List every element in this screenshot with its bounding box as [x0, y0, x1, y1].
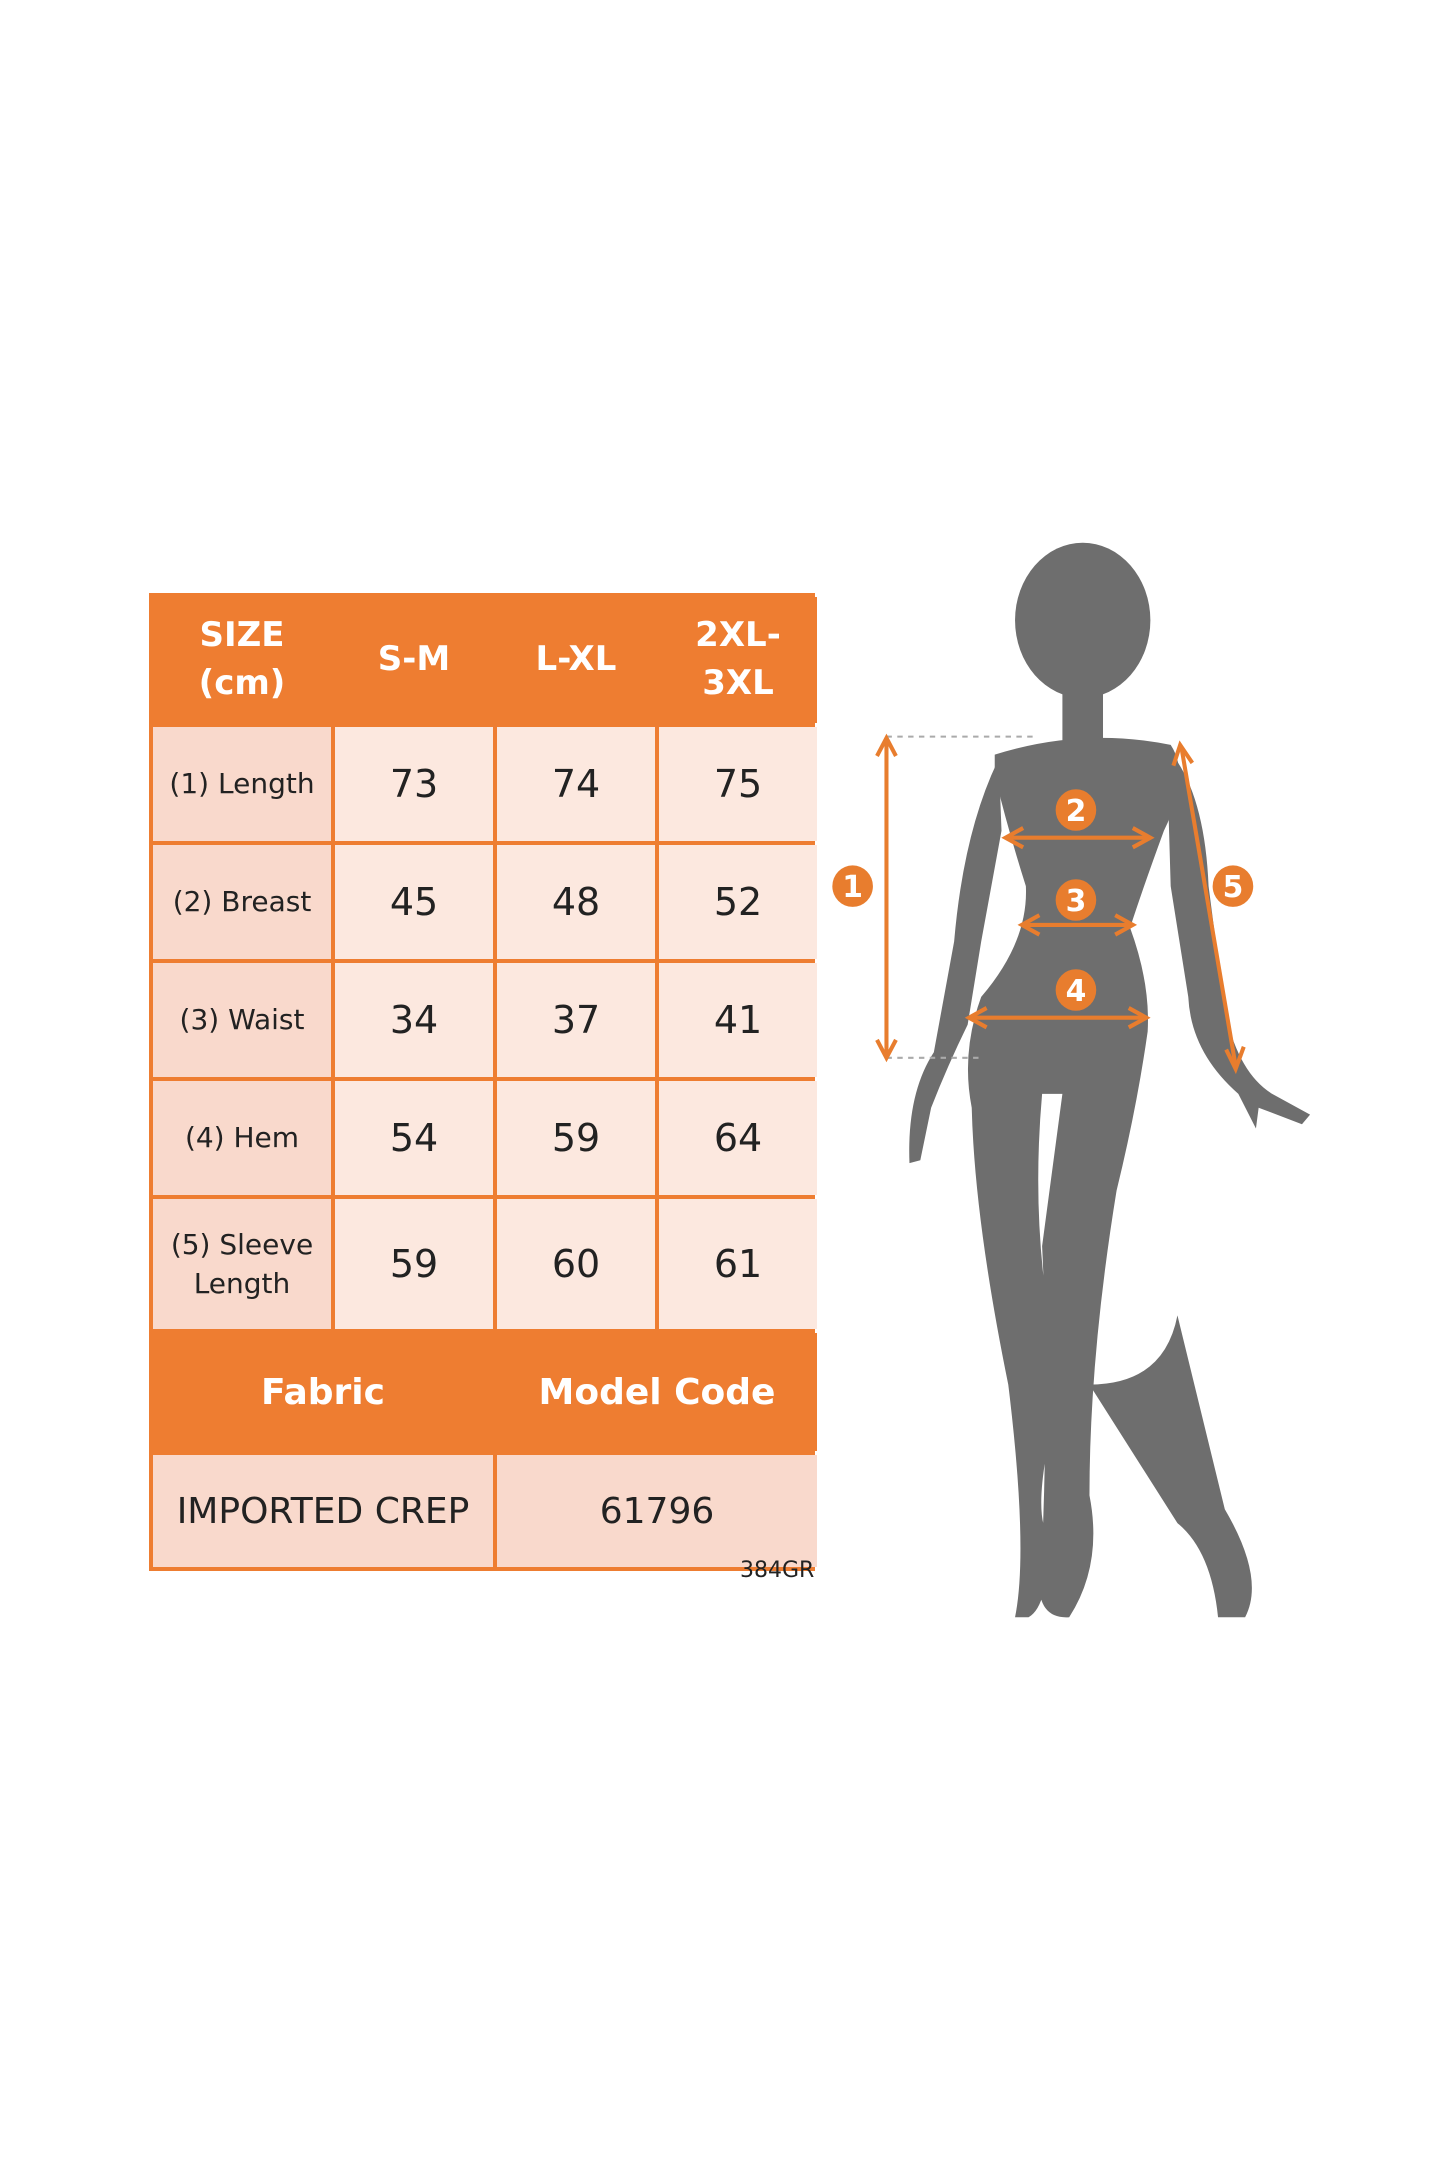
- marker-label: 3: [1066, 884, 1087, 919]
- header-cell: 2XL-3XL: [659, 597, 817, 723]
- header-cell: S-M: [335, 597, 493, 723]
- row-label: (2) Breast: [153, 845, 331, 959]
- row-label: (1) Length: [153, 727, 331, 841]
- size-value: 64: [659, 1081, 817, 1195]
- size-value: 34: [335, 963, 493, 1077]
- size-table: SIZE (cm) S-M L-XL 2XL-3XL (1) Length 73 74 75 (…: [149, 593, 817, 1571]
- marker-circle: [1212, 865, 1254, 907]
- marker-circle: [832, 865, 873, 907]
- size-value: 61: [659, 1199, 817, 1329]
- marker-label: 4: [1066, 974, 1087, 1009]
- size-value: 59: [497, 1081, 655, 1195]
- marker-circle: [1055, 969, 1097, 1011]
- footer-cell: IMPORTED CREP: [153, 1455, 493, 1567]
- product-code: 384GR: [740, 1558, 815, 1583]
- footer-cell: 61796: [497, 1455, 817, 1567]
- size-value: 37: [497, 963, 655, 1077]
- row-label: (3) Waist: [153, 963, 331, 1077]
- marker-circle: [1055, 879, 1097, 921]
- size-value: 73: [335, 727, 493, 841]
- size-value: 54: [335, 1081, 493, 1195]
- marker-label: 2: [1066, 794, 1087, 829]
- footer-header: Fabric: [153, 1333, 493, 1451]
- footer-header: Model Code: [497, 1333, 817, 1451]
- size-value: 48: [497, 845, 655, 959]
- header-cell: SIZE (cm): [153, 597, 331, 723]
- marker-circle: [1055, 789, 1097, 831]
- row-label: (4) Hem: [153, 1081, 331, 1195]
- row-label: (5) Sleeve Length: [153, 1199, 331, 1329]
- marker-label: 1: [842, 870, 863, 905]
- silhouette: [909, 542, 1311, 1618]
- size-value: 74: [497, 727, 655, 841]
- size-value: 60: [497, 1199, 655, 1329]
- size-value: 41: [659, 963, 817, 1077]
- header-cell: L-XL: [497, 597, 655, 723]
- size-value: 52: [659, 845, 817, 959]
- size-value: 75: [659, 727, 817, 841]
- size-value: 45: [335, 845, 493, 959]
- marker-label: 5: [1223, 870, 1244, 905]
- size-value: 59: [335, 1199, 493, 1329]
